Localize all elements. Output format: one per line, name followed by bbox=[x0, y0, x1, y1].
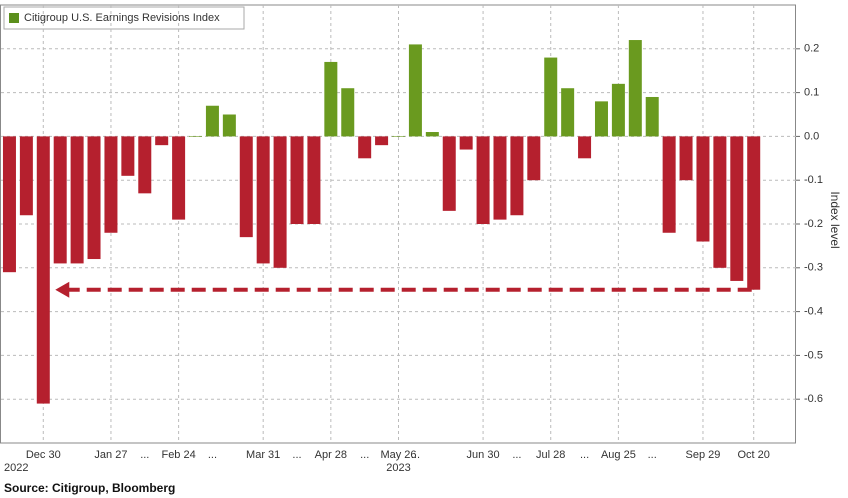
x-tick-label: Feb 24 bbox=[161, 449, 195, 461]
bar bbox=[510, 136, 524, 216]
bar bbox=[205, 105, 219, 137]
bar bbox=[2, 136, 16, 273]
bar bbox=[679, 136, 693, 181]
bar bbox=[70, 136, 84, 264]
x-tick-label: Oct 20 bbox=[738, 449, 770, 461]
y-tick-label: -0.6 bbox=[804, 393, 823, 405]
y-tick-label: 0.2 bbox=[804, 43, 819, 55]
x-tick-label: ... bbox=[292, 449, 301, 461]
x-tick-label: ... bbox=[580, 449, 589, 461]
bar bbox=[713, 136, 727, 268]
y-tick-label: -0.1 bbox=[804, 174, 823, 186]
year-label: 2023 bbox=[386, 462, 410, 474]
y-tick-label: -0.3 bbox=[804, 262, 823, 274]
bar bbox=[172, 136, 186, 220]
x-tick-label: May 26 bbox=[380, 449, 416, 461]
x-tick-label: ... bbox=[411, 449, 420, 461]
bar bbox=[375, 136, 389, 146]
year-label: 2022 bbox=[4, 462, 28, 474]
x-tick-label: Dec 30 bbox=[26, 449, 61, 461]
bar bbox=[239, 136, 253, 238]
legend: Citigroup U.S. Earnings Revisions Index bbox=[3, 6, 245, 30]
bar bbox=[290, 136, 304, 224]
y-tick-label: -0.5 bbox=[804, 349, 823, 361]
bar bbox=[561, 88, 575, 137]
bar bbox=[121, 136, 135, 176]
bar bbox=[324, 61, 338, 137]
bar bbox=[662, 136, 676, 233]
bar bbox=[747, 136, 761, 290]
bar bbox=[155, 136, 169, 146]
y-tick-label: 0.0 bbox=[804, 130, 819, 142]
bar bbox=[459, 136, 473, 150]
bar bbox=[222, 114, 236, 137]
bar bbox=[730, 136, 744, 281]
legend-swatch bbox=[9, 13, 19, 23]
x-tick-label: ... bbox=[208, 449, 217, 461]
bar bbox=[493, 136, 507, 220]
x-tick-label: Apr 28 bbox=[315, 449, 347, 461]
bar bbox=[425, 132, 439, 137]
bar bbox=[628, 40, 642, 137]
legend-label: Citigroup U.S. Earnings Revisions Index bbox=[24, 12, 220, 24]
bar bbox=[408, 44, 422, 137]
x-tick-label: ... bbox=[648, 449, 657, 461]
source: Source: Citigroup, Bloomberg bbox=[4, 481, 175, 495]
x-tick-label: Aug 25 bbox=[601, 449, 636, 461]
bar bbox=[544, 57, 558, 137]
bar bbox=[341, 88, 355, 137]
bar bbox=[594, 101, 608, 137]
y-tick-label: 0.1 bbox=[804, 87, 819, 99]
x-tick-label: ... bbox=[360, 449, 369, 461]
bar bbox=[189, 136, 203, 137]
bar bbox=[476, 136, 490, 224]
bar bbox=[19, 136, 33, 216]
bar bbox=[392, 136, 405, 137]
bar bbox=[645, 96, 659, 137]
bar bbox=[442, 136, 456, 211]
x-tick-label: Mar 31 bbox=[246, 449, 280, 461]
x-tick-label: ... bbox=[140, 449, 149, 461]
bar bbox=[611, 83, 625, 137]
bar bbox=[273, 136, 287, 268]
bar bbox=[87, 136, 101, 260]
legend-box bbox=[3, 6, 245, 30]
bar bbox=[696, 136, 710, 242]
bar bbox=[578, 136, 592, 159]
bar bbox=[307, 136, 321, 224]
annotation-arrowhead bbox=[55, 281, 70, 298]
x-tick-label: Sep 29 bbox=[686, 449, 721, 461]
x-tick-label: Jan 27 bbox=[94, 449, 127, 461]
bar bbox=[256, 136, 270, 264]
x-tick-label: ... bbox=[512, 449, 521, 461]
x-tick-label: Jul 28 bbox=[536, 449, 565, 461]
y-tick-label: -0.4 bbox=[804, 306, 823, 318]
bar bbox=[358, 136, 372, 159]
bar bbox=[53, 136, 67, 264]
bar bbox=[527, 136, 541, 181]
bar bbox=[36, 136, 50, 404]
x-tick-label: Jun 30 bbox=[467, 449, 500, 461]
bar bbox=[104, 136, 118, 233]
bar bbox=[138, 136, 152, 194]
y-axis-label: Index level bbox=[828, 191, 842, 248]
y-tick-label: -0.2 bbox=[804, 218, 823, 230]
